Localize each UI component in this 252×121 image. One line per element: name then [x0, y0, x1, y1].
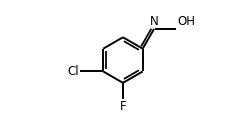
Text: F: F	[120, 100, 126, 113]
Text: OH: OH	[177, 15, 195, 28]
Text: Cl: Cl	[68, 65, 79, 78]
Text: N: N	[150, 15, 159, 28]
